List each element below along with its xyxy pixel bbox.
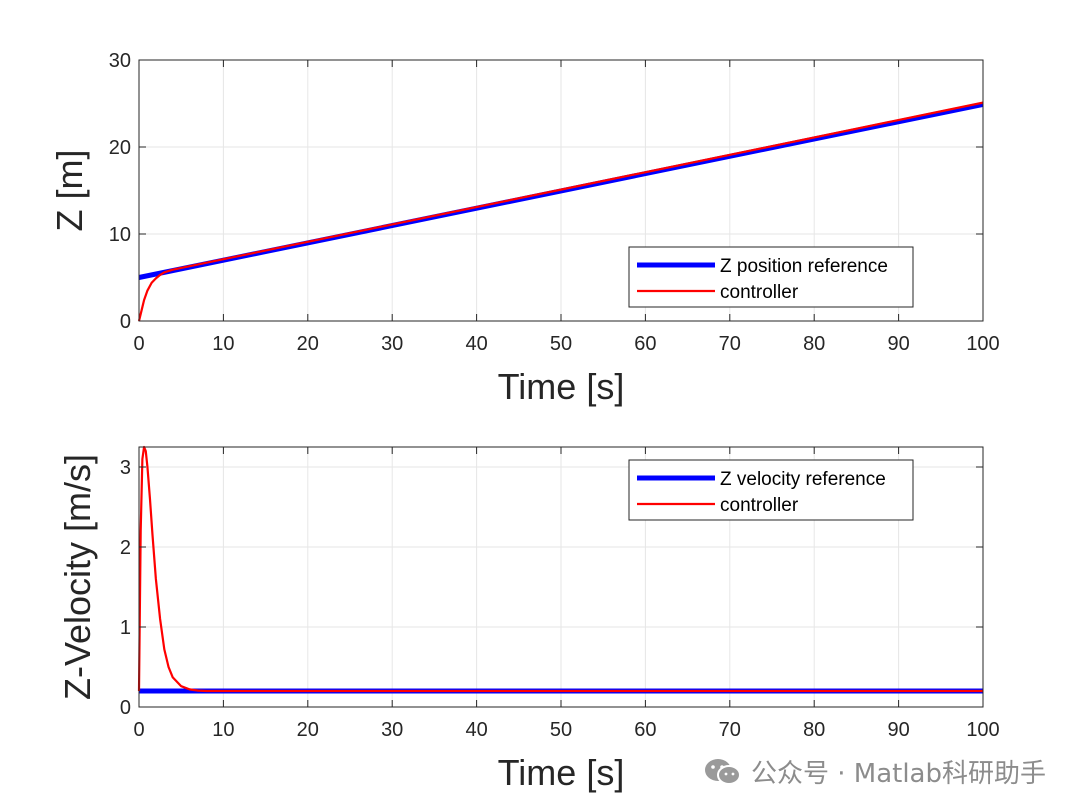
- y-axis-label: Z-Velocity [m/s]: [57, 454, 98, 700]
- legend-box: [628, 459, 914, 521]
- y-tick-label: 0: [120, 697, 131, 719]
- x-tick-label: 60: [634, 333, 656, 355]
- legend-label: Z velocity reference: [720, 469, 886, 490]
- y-tick-label: 1: [120, 617, 131, 639]
- legend-label: controller: [720, 495, 799, 516]
- x-tick-label: 100: [966, 719, 999, 741]
- x-tick-label: 20: [297, 719, 319, 741]
- x-tick-label: 10: [212, 719, 234, 741]
- x-axis-label: Time [s]: [498, 366, 625, 407]
- legend-box: [628, 246, 914, 308]
- watermark: 公众号 · Matlab科研助手: [703, 753, 1046, 790]
- watermark-text: 公众号 · Matlab科研助手: [750, 759, 1046, 789]
- z-velocity-axes: 0 10 20 30 40 50 60 70 80 90 100 0 1 2 3 Time [s] Z-Velo…: [57, 445, 1000, 793]
- x-tick-label: 10: [212, 333, 234, 355]
- x-tick-label: 100: [966, 333, 999, 355]
- controller-series-line: [137, 101, 984, 322]
- x-tick-label: 60: [634, 719, 656, 741]
- y-tick-label: 30: [109, 50, 131, 72]
- legend-label: controller: [720, 282, 799, 303]
- wechat-icon: [704, 758, 741, 785]
- x-tick-label: 90: [887, 333, 909, 355]
- y-tick-label: 2: [120, 537, 131, 559]
- x-tick-label: 70: [719, 333, 741, 355]
- x-tick-label: 40: [465, 333, 487, 355]
- y-tick-label: 3: [120, 457, 131, 479]
- z-position-axes: 0 10 20 30 40 50 60 70 80 90 100 0 10 20 30 Time [s] Z […: [49, 50, 1000, 407]
- controller-series-line: [137, 445, 983, 693]
- x-tick-label: 30: [381, 333, 403, 355]
- x-tick-label: 40: [465, 719, 487, 741]
- x-tick-label: 80: [803, 719, 825, 741]
- y-axis-label: Z [m]: [49, 150, 90, 232]
- x-tick-label: 90: [887, 719, 909, 741]
- x-tick-label: 30: [381, 719, 403, 741]
- x-tick-label: 0: [133, 719, 144, 741]
- y-tick-label: 10: [109, 224, 131, 246]
- x-tick-label: 70: [719, 719, 741, 741]
- legend-label: Z position reference: [720, 256, 888, 277]
- x-tick-label: 80: [803, 333, 825, 355]
- y-tick-label: 0: [120, 311, 131, 333]
- x-tick-label: 0: [133, 333, 144, 355]
- x-tick-label: 20: [297, 333, 319, 355]
- x-axis-label: Time [s]: [498, 752, 625, 793]
- x-tick-label: 50: [550, 719, 572, 741]
- y-tick-label: 20: [109, 137, 131, 159]
- x-tick-label: 50: [550, 333, 572, 355]
